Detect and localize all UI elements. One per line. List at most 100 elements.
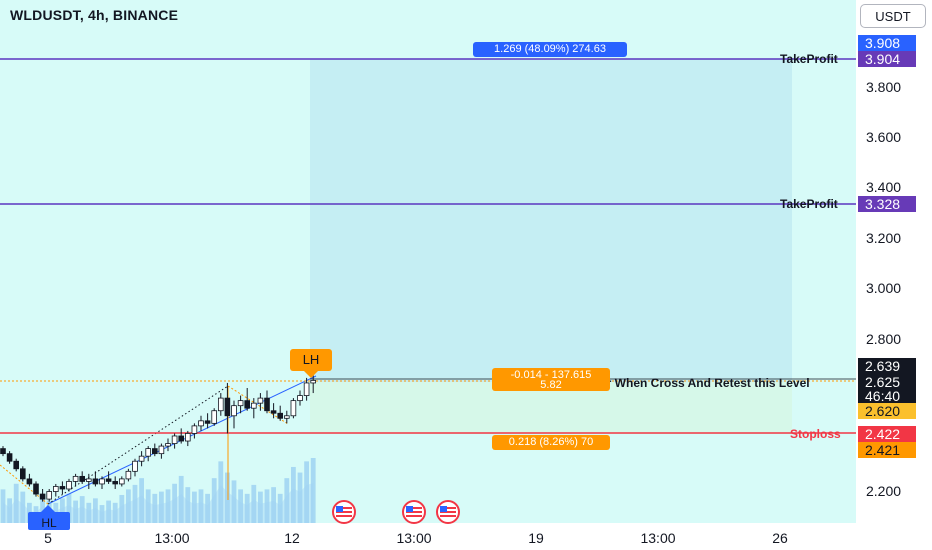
candle bbox=[224, 382, 231, 434]
volume-bar bbox=[132, 484, 138, 523]
symbol-title[interactable]: WLDUSDT, 4h, BINANCE bbox=[10, 7, 179, 23]
candle bbox=[198, 415, 204, 431]
x-tick-label: 12 bbox=[284, 530, 300, 546]
current-price-label: 2.639 bbox=[858, 358, 916, 374]
volume-bar bbox=[7, 498, 12, 523]
volume-bar bbox=[93, 498, 98, 523]
volume-bar bbox=[165, 489, 171, 523]
candle bbox=[217, 393, 224, 416]
volume-bar bbox=[66, 493, 72, 523]
volume-bar bbox=[244, 493, 250, 523]
last-price-label: 2.625 bbox=[858, 374, 916, 390]
candle bbox=[231, 400, 237, 429]
candle bbox=[79, 471, 86, 484]
volume-bar bbox=[13, 483, 19, 523]
volume-bar bbox=[192, 491, 197, 523]
y-tick-label: 3.000 bbox=[866, 280, 902, 296]
x-tick-label: 5 bbox=[44, 530, 52, 546]
volume-bar bbox=[211, 478, 217, 523]
volume-bar bbox=[205, 493, 210, 523]
target-price-label: 3.908 bbox=[858, 35, 916, 51]
candle bbox=[165, 438, 171, 452]
hl-marker[interactable]: HL bbox=[28, 512, 70, 530]
candle bbox=[237, 395, 244, 414]
candle bbox=[297, 390, 303, 406]
candle bbox=[53, 483, 59, 497]
candle bbox=[145, 446, 152, 462]
candle bbox=[191, 423, 198, 439]
volume-bar bbox=[297, 472, 303, 523]
y-tick-label: 2.800 bbox=[866, 331, 902, 347]
volume-bar bbox=[99, 505, 105, 523]
candle bbox=[270, 403, 277, 419]
candle bbox=[105, 471, 112, 484]
volume-bar bbox=[310, 458, 316, 523]
volume-bar bbox=[145, 489, 151, 523]
volume-bar bbox=[258, 491, 263, 523]
candle bbox=[46, 489, 52, 502]
candle bbox=[277, 405, 283, 421]
volume-bar bbox=[172, 483, 177, 523]
candle bbox=[66, 478, 72, 492]
y-tick-label: 3.600 bbox=[866, 129, 902, 145]
take-profit-label-1[interactable]: TakeProfit bbox=[780, 52, 838, 66]
candle bbox=[310, 375, 316, 394]
candle bbox=[257, 393, 264, 411]
candle bbox=[119, 476, 125, 487]
take-profit-price-label-1: 3.904 bbox=[858, 51, 916, 67]
entry-price-label: 2.620 bbox=[858, 403, 916, 419]
candle bbox=[6, 451, 13, 464]
price-axis-bg bbox=[856, 0, 932, 550]
candle bbox=[290, 398, 297, 419]
take-profit-price-label-2: 3.328 bbox=[858, 196, 916, 212]
us-flag-icon[interactable] bbox=[436, 500, 460, 524]
currency-button[interactable]: USDT bbox=[860, 4, 926, 28]
lh-marker[interactable]: LH bbox=[290, 349, 332, 371]
volume-bar bbox=[178, 475, 184, 523]
volume-bar bbox=[139, 478, 144, 523]
candlesticks bbox=[0, 375, 316, 502]
stoploss-price-label: 2.422 bbox=[858, 426, 916, 442]
candle bbox=[112, 476, 119, 489]
candle bbox=[138, 451, 145, 467]
y-tick-label: 2.200 bbox=[866, 483, 902, 499]
volume-bar bbox=[185, 487, 191, 523]
volume-bar bbox=[106, 500, 111, 523]
x-tick-label: 26 bbox=[772, 530, 788, 546]
volume-bar bbox=[159, 491, 164, 523]
candle bbox=[303, 377, 310, 401]
entry-level-label[interactable]: er When Cross And Retest this Level bbox=[600, 376, 810, 390]
volume-bar bbox=[218, 461, 224, 523]
candle bbox=[19, 466, 26, 482]
candle bbox=[0, 446, 6, 457]
y-tick-label: 3.800 bbox=[866, 79, 902, 95]
take-profit-label-2[interactable]: TakeProfit bbox=[780, 197, 838, 211]
candle bbox=[86, 473, 92, 489]
us-flag-icon[interactable] bbox=[402, 500, 426, 524]
volume-bar bbox=[264, 489, 270, 523]
volume-bar bbox=[119, 494, 125, 523]
candle bbox=[283, 410, 290, 424]
y-tick-label: 3.200 bbox=[866, 230, 902, 246]
volume-bar bbox=[238, 489, 243, 523]
volume-bar bbox=[60, 498, 65, 523]
lh-pointer bbox=[304, 371, 318, 378]
candle bbox=[171, 433, 178, 449]
candle bbox=[184, 430, 191, 447]
candle bbox=[158, 443, 165, 459]
stoploss-label[interactable]: Stoploss bbox=[790, 427, 841, 441]
candle bbox=[250, 398, 257, 419]
volume-bars bbox=[0, 458, 316, 523]
us-flag-icon[interactable] bbox=[332, 500, 356, 524]
y-tick-label: 3.400 bbox=[866, 179, 902, 195]
volume-bar bbox=[0, 489, 6, 523]
candle bbox=[132, 458, 138, 477]
hl-pointer bbox=[41, 505, 55, 512]
volume-bar bbox=[277, 493, 283, 523]
target-zone bbox=[310, 59, 792, 382]
stop-orange-price-label: 2.421 bbox=[858, 442, 916, 458]
volume-bar bbox=[73, 500, 78, 523]
candle bbox=[178, 428, 185, 444]
volume-bar bbox=[284, 478, 290, 523]
